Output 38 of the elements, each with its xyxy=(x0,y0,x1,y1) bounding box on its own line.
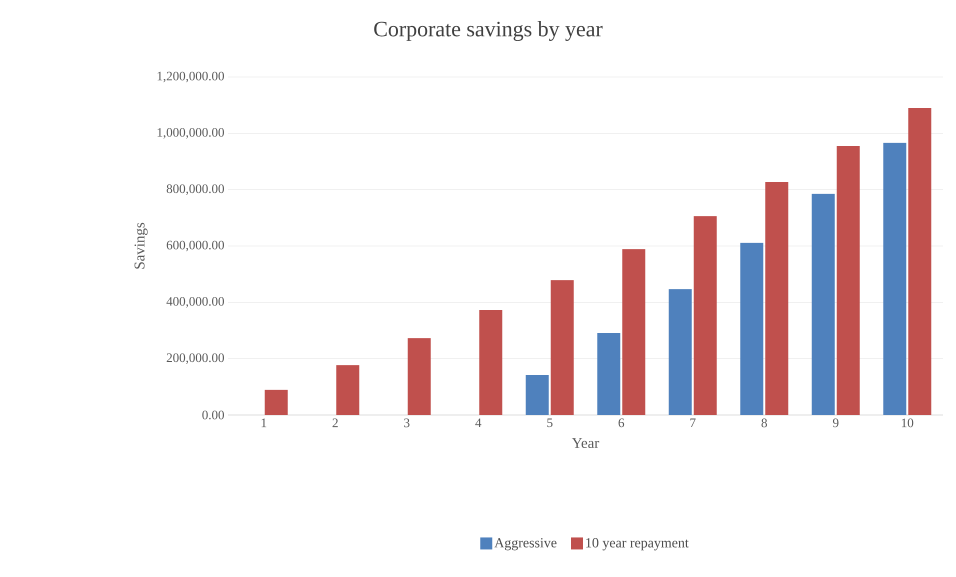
x-tick-label: 7 xyxy=(690,418,696,427)
x-tick-label: 10 xyxy=(902,418,914,428)
bar xyxy=(264,390,288,415)
y-tick-label: 1,200,000.00 xyxy=(158,72,224,82)
x-tick-label: 5 xyxy=(547,418,552,428)
bar xyxy=(597,333,620,415)
y-tick-label: 1,000,000.00 xyxy=(158,128,224,139)
y-axis-title: Savings xyxy=(134,222,148,269)
x-tick-label: 8 xyxy=(762,418,768,428)
legend-label: 10 year repayment xyxy=(586,538,689,550)
bar xyxy=(765,182,788,415)
bar xyxy=(668,289,692,415)
chart-title: Corporate savings by year xyxy=(374,21,603,41)
bar xyxy=(550,280,574,415)
x-tick-label: 9 xyxy=(832,418,838,428)
x-tick-label: 1 xyxy=(262,418,266,428)
y-tick-label: 800,000.00 xyxy=(166,184,224,195)
legend-label: Aggressive xyxy=(494,538,557,550)
bar xyxy=(408,338,431,415)
y-tick-label: 400,000.00 xyxy=(166,297,224,308)
x-tick-label: 3 xyxy=(404,418,410,428)
bar xyxy=(526,375,549,415)
x-tick-label: 4 xyxy=(475,418,482,428)
bar xyxy=(479,310,502,415)
x-tick-label: 6 xyxy=(618,418,624,428)
bar xyxy=(883,142,906,415)
bar xyxy=(336,365,360,415)
y-tick-label: 600,000.00 xyxy=(166,240,224,252)
bar xyxy=(908,108,932,415)
bar xyxy=(812,194,835,415)
x-tick-label: 2 xyxy=(332,418,338,428)
bar xyxy=(836,146,860,415)
x-axis-title: Year xyxy=(572,438,600,448)
y-tick-label: 0.00 xyxy=(202,410,224,420)
bar xyxy=(622,249,646,415)
bar xyxy=(694,216,717,415)
bar xyxy=(740,242,764,415)
y-tick-label: 200,000.00 xyxy=(166,353,224,364)
